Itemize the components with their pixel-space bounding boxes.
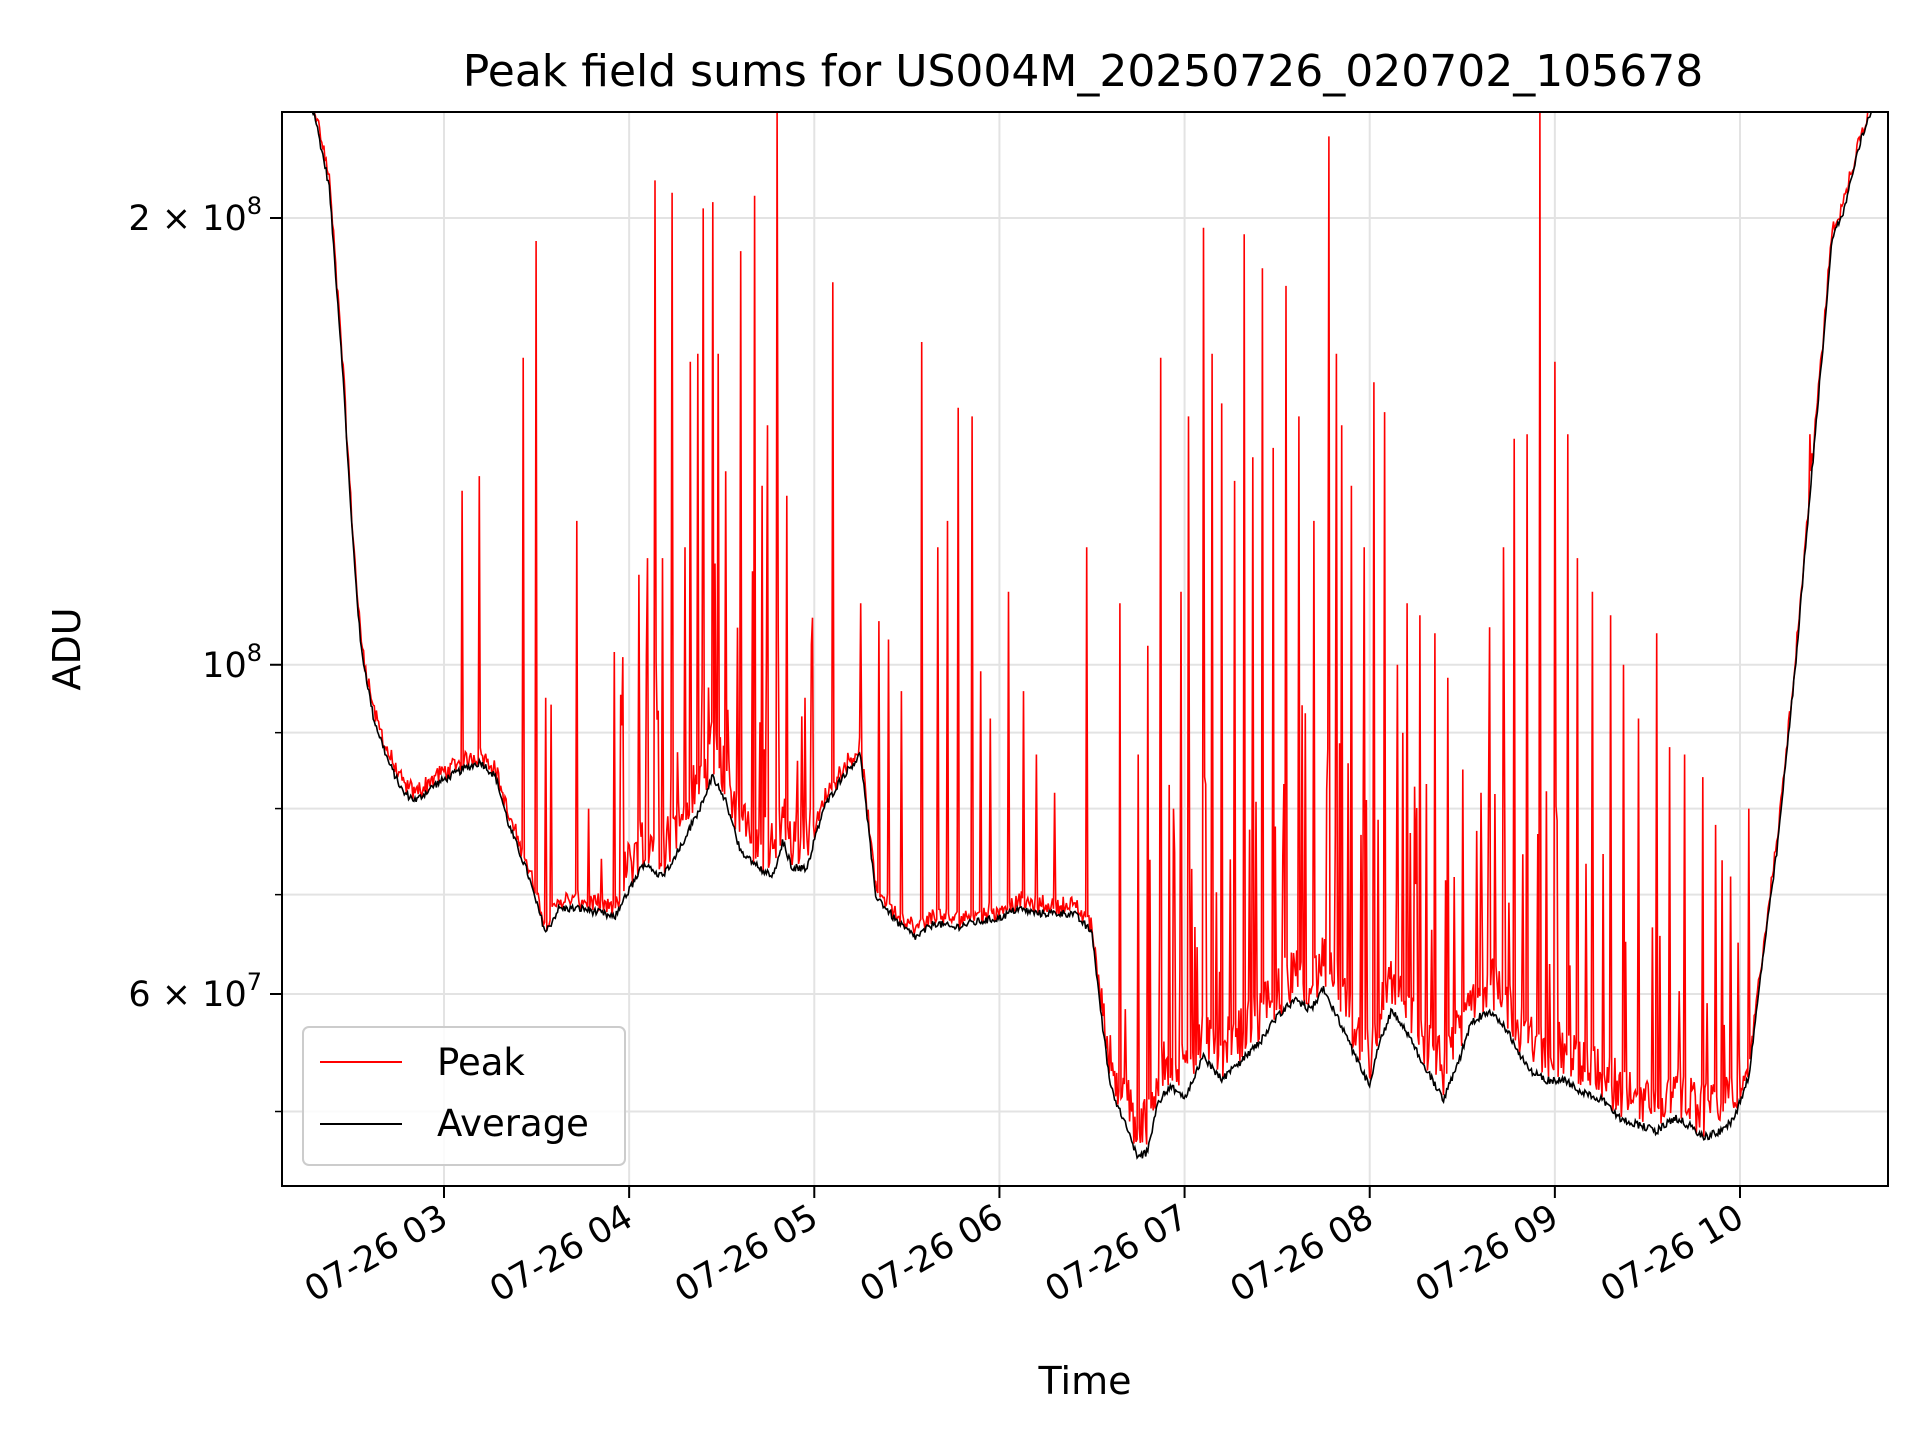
x-tick-label: 07-26 08	[1224, 1197, 1380, 1310]
x-tick-label: 07-26 06	[854, 1197, 1010, 1310]
x-tick-label: 07-26 04	[483, 1197, 639, 1310]
series-line-average	[311, 112, 1872, 1160]
y-axis-ticks: 6 × 107 108 2 × 108	[128, 192, 282, 1113]
chart-title: Peak field sums for US004M_20250726_0207…	[463, 46, 1703, 97]
y-tick-label: 108	[202, 639, 262, 686]
y-tick-label: 2 × 108	[128, 192, 262, 239]
x-axis-ticks: 07-26 03 07-26 04 07-26 05 07-26 06 07-26 07…	[298, 1186, 1751, 1310]
x-tick-label: 07-26 10	[1594, 1197, 1750, 1310]
legend-label-average: Average	[437, 1102, 589, 1145]
x-tick-label: 07-26 05	[668, 1197, 824, 1310]
x-axis-label: Time	[1038, 1359, 1132, 1403]
legend: Peak Average	[302, 1026, 626, 1166]
legend-label-peak: Peak	[437, 1041, 525, 1084]
y-axis-label: ADU	[45, 607, 89, 690]
x-tick-label: 07-26 03	[298, 1197, 454, 1310]
plot-area	[282, 112, 1888, 1186]
axes-frame	[281, 111, 1889, 1187]
y-tick-label: 6 × 107	[128, 968, 262, 1015]
x-tick-label: 07-26 07	[1039, 1197, 1195, 1310]
x-tick-label: 07-26 09	[1409, 1197, 1565, 1310]
